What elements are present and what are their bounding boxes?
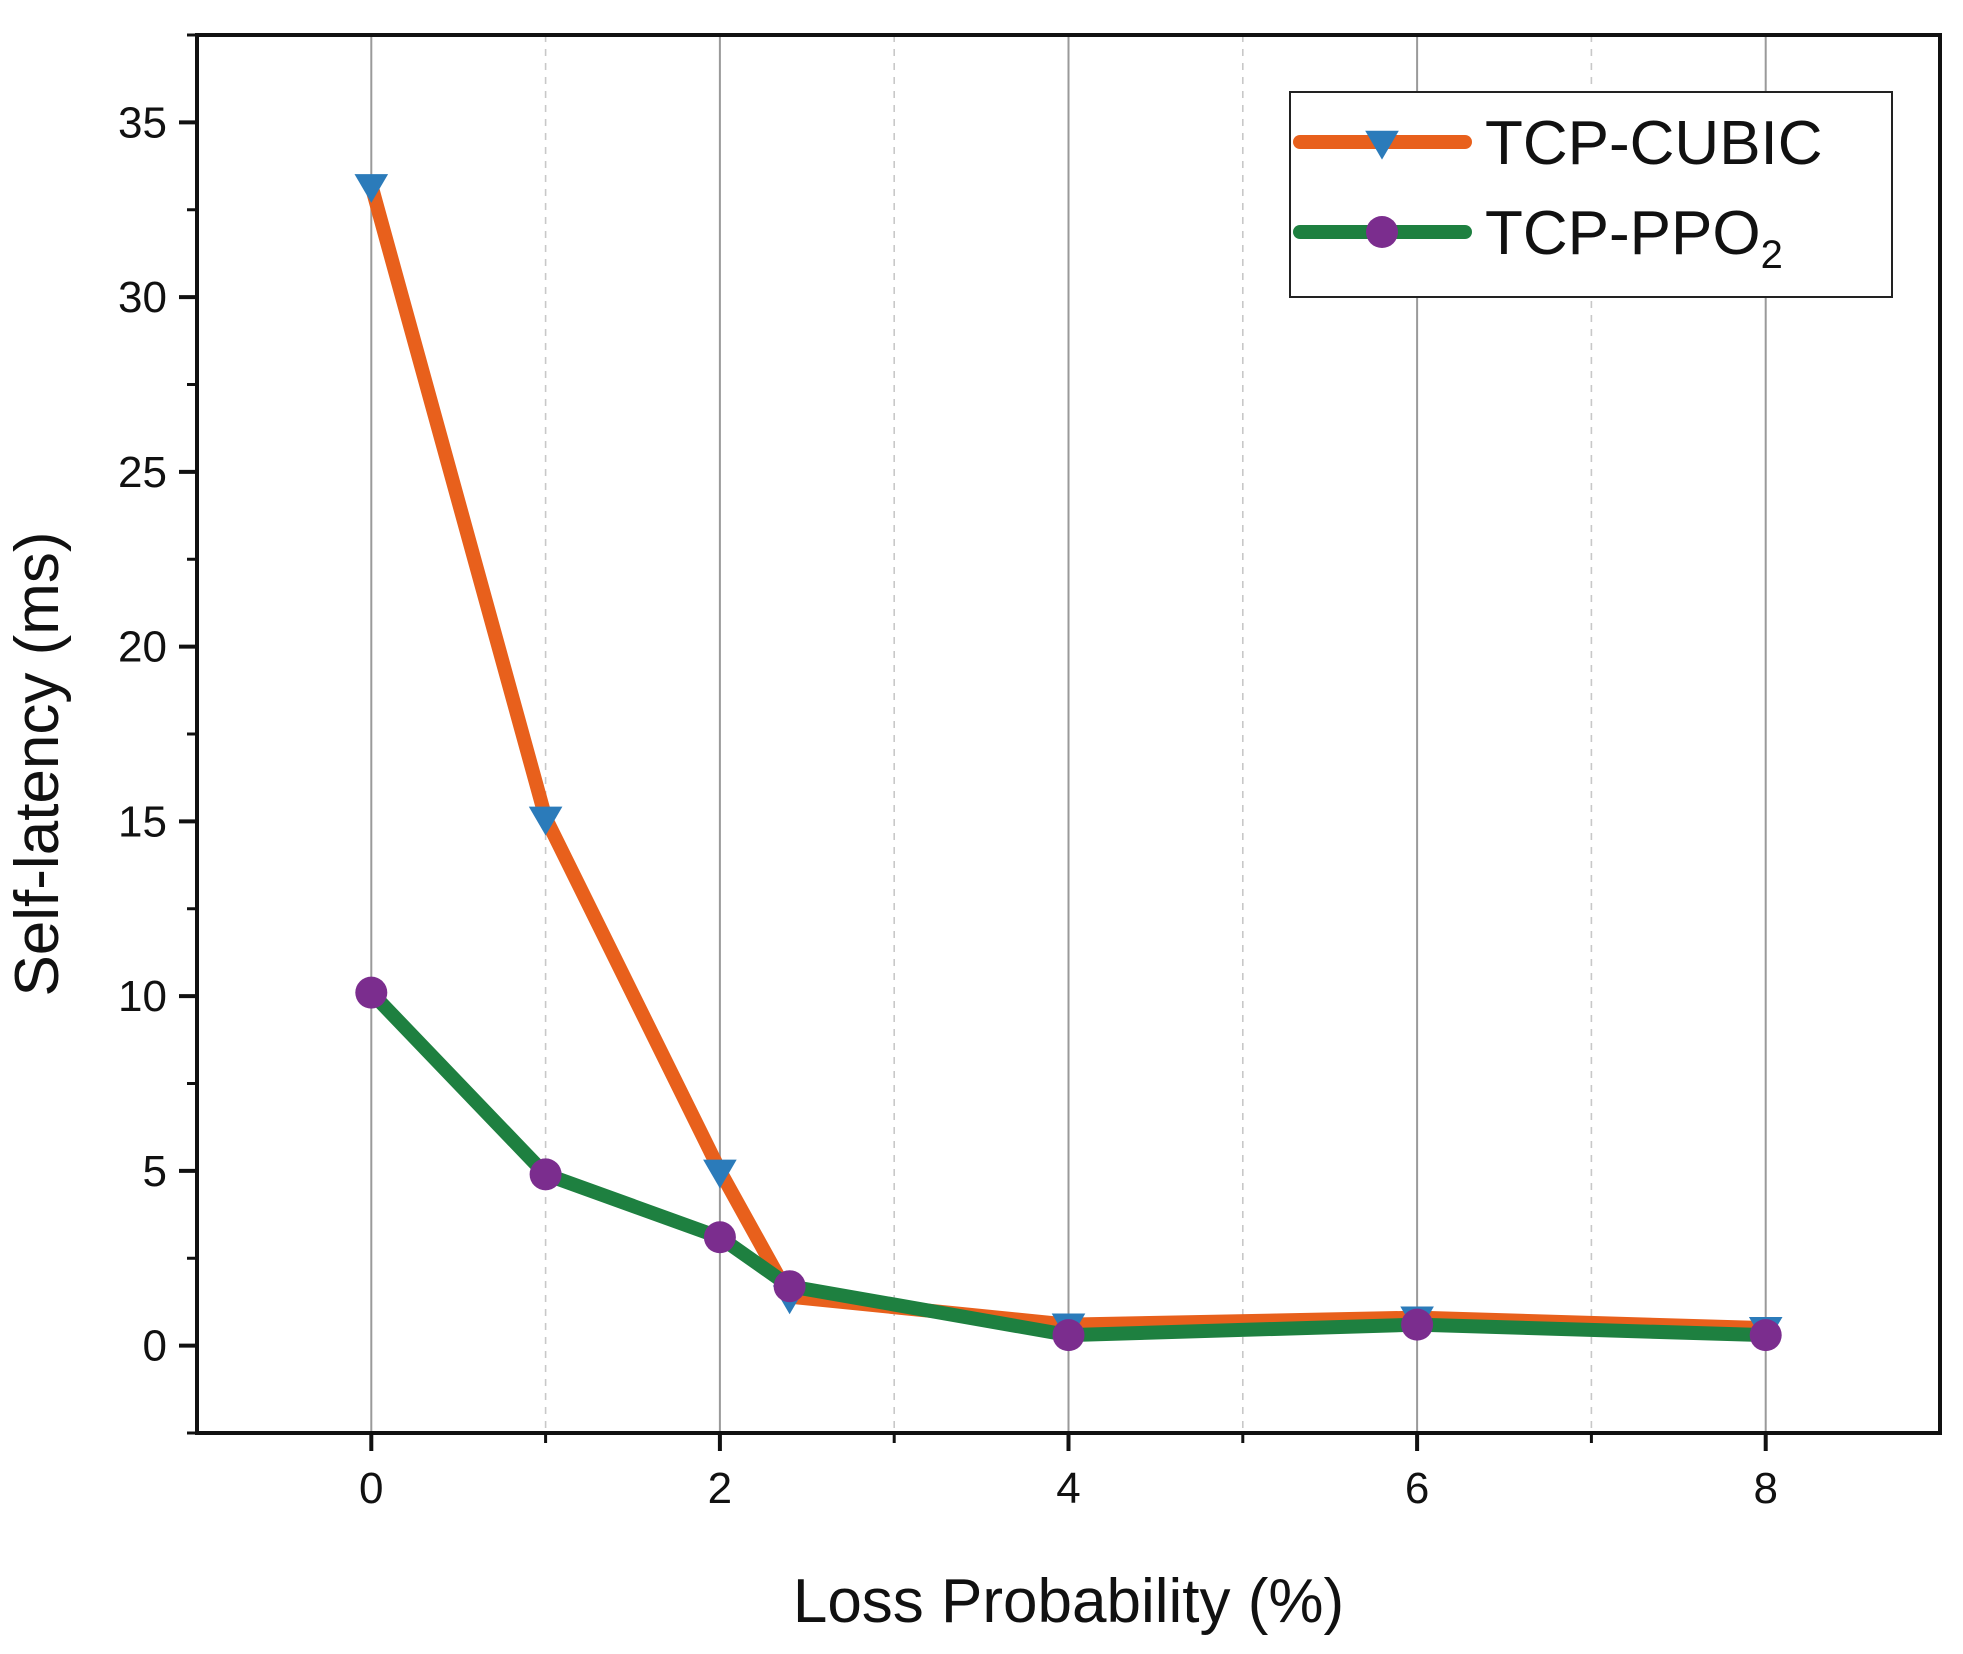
y-tick-label: 5	[143, 1147, 167, 1196]
x-tick-label: 6	[1405, 1464, 1429, 1513]
y-axis-title: Self-latency (ms)	[3, 531, 72, 996]
x-tick-label: 2	[708, 1464, 732, 1513]
data-point	[703, 1159, 737, 1189]
series-layer	[354, 174, 1783, 1352]
y-tick-label: 20	[118, 623, 167, 672]
y-tick-label: 15	[118, 797, 167, 846]
x-tick-label: 8	[1753, 1464, 1777, 1513]
data-point	[354, 174, 389, 203]
legend-label: TCP-PPO2	[1485, 199, 1783, 277]
axis-ticks: 0 2 4 6 8 0 5 10 15 20 25 30 35	[118, 33, 1778, 1513]
legend-label: TCP-CUBIC	[1485, 109, 1823, 178]
data-point	[703, 1221, 736, 1254]
y-tick-label: 10	[118, 972, 167, 1021]
data-point	[1052, 1319, 1085, 1352]
data-point	[355, 976, 388, 1009]
y-tick-label: 25	[118, 448, 167, 497]
data-point	[528, 806, 563, 836]
series-tcp-ppo2	[355, 976, 1782, 1352]
x-tick-label: 4	[1056, 1464, 1080, 1513]
y-tick-label: 0	[143, 1322, 167, 1371]
data-point	[529, 1158, 562, 1191]
legend-item: TCP-CUBIC	[1293, 109, 1823, 178]
legend-marker	[1365, 130, 1399, 160]
legend: TCP-CUBIC TCP-PPO2	[1289, 91, 1893, 298]
legend-item: TCP-PPO2	[1293, 199, 1783, 277]
y-tick-label: 35	[118, 98, 167, 147]
legend-box	[1289, 91, 1893, 298]
data-point	[773, 1270, 806, 1303]
data-point	[1401, 1308, 1434, 1341]
legend-marker	[1366, 216, 1398, 248]
x-tick-label: 0	[359, 1464, 383, 1513]
y-tick-label: 30	[118, 273, 167, 322]
x-axis-title: Loss Probability (%)	[793, 1567, 1344, 1636]
data-point	[1749, 1319, 1782, 1352]
